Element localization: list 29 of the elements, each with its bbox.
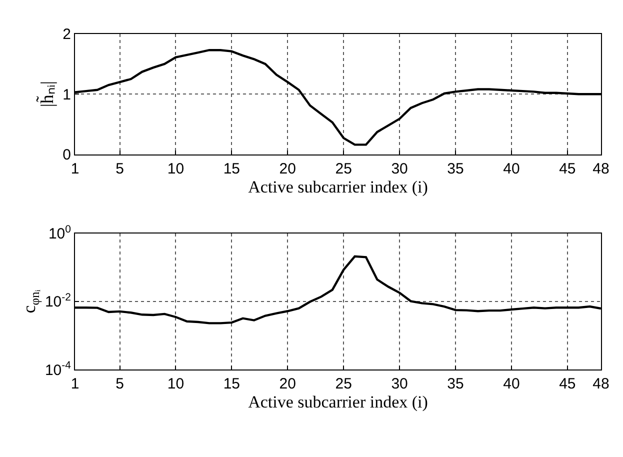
x-tick-label: 45 (559, 376, 576, 393)
x-tick-label: 40 (503, 160, 520, 178)
y-tick-label: 1 (62, 86, 71, 104)
x-tick-label: 30 (391, 376, 408, 393)
x-tick-label: 48 (592, 160, 610, 178)
x-tick-label: 20 (279, 160, 296, 178)
x-tick-label: 15 (223, 160, 240, 178)
x-tick-label: 25 (335, 160, 352, 178)
x-tick-label: 30 (391, 160, 408, 178)
y-tick-label: 10$^{-4}$ (44, 360, 72, 379)
y-tick-label: 0 (62, 146, 71, 164)
x-tick-label: 20 (279, 376, 296, 393)
x-tick-label: 48 (592, 376, 610, 393)
x-axis-title: Active subcarrier index (i) (248, 392, 428, 412)
x-tick-label: 15 (223, 376, 240, 393)
x-tick-label: 35 (447, 160, 464, 178)
x-tick-label: 5 (116, 160, 124, 178)
y-axis-title: |h̃ₙᵢ| (36, 81, 57, 108)
x-tick-label: 45 (559, 160, 576, 178)
x-tick-label: 10 (167, 160, 184, 178)
y-tick-label: 10$^{-2}$ (44, 291, 72, 311)
x-tick-label: 35 (447, 376, 464, 393)
x-tick-label: 10 (167, 376, 184, 393)
x-tick-label: 40 (503, 376, 520, 393)
y-tick-label: 10$^{0}$ (48, 223, 72, 243)
x-tick-label: 25 (335, 376, 352, 393)
y-tick-label: 2 (62, 26, 71, 44)
x-axis-title: Active subcarrier index (i) (248, 177, 428, 196)
x-tick-label: 5 (116, 376, 124, 393)
